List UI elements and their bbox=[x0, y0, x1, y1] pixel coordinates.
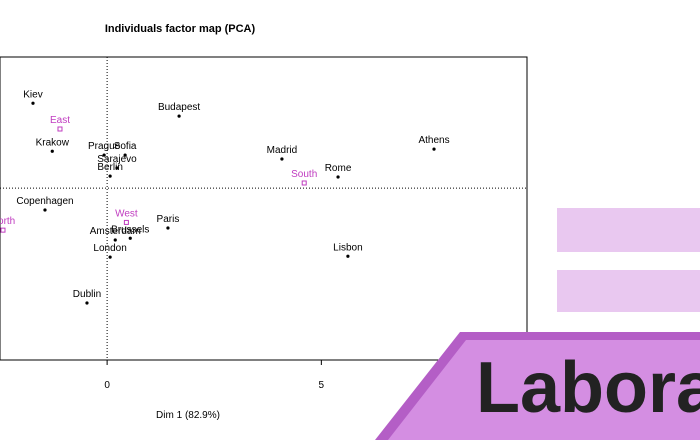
point-label: Rome bbox=[325, 163, 352, 174]
point-label: Krakow bbox=[36, 137, 70, 148]
point-label: Brussels bbox=[111, 224, 149, 235]
point bbox=[102, 153, 106, 157]
point-label: East bbox=[50, 115, 70, 126]
point bbox=[0, 227, 6, 233]
point-label: Lisbon bbox=[333, 242, 362, 253]
point-label: Athens bbox=[418, 135, 449, 146]
point bbox=[57, 126, 63, 132]
point-label: Sofia bbox=[114, 141, 137, 152]
point-label: Sarajevo bbox=[97, 154, 137, 165]
banner-bar bbox=[557, 270, 700, 312]
point bbox=[85, 301, 89, 305]
plot-frame bbox=[0, 56, 528, 361]
point bbox=[177, 114, 181, 118]
point bbox=[280, 157, 284, 161]
point-label: Dublin bbox=[73, 289, 101, 300]
point-label: Kiev bbox=[23, 89, 42, 100]
point bbox=[113, 238, 117, 242]
point bbox=[123, 153, 127, 157]
point-label: Madrid bbox=[267, 145, 298, 156]
x-tick-label: 0 bbox=[104, 380, 110, 391]
point-label: Amsterdam bbox=[90, 226, 141, 237]
point-label: Budapest bbox=[158, 102, 200, 113]
point bbox=[43, 208, 47, 212]
point-label: West bbox=[115, 208, 138, 219]
point bbox=[346, 254, 350, 258]
point-label: Copenhagen bbox=[16, 196, 73, 207]
banner-inner bbox=[388, 340, 700, 440]
point bbox=[432, 147, 436, 151]
point bbox=[128, 236, 132, 240]
point bbox=[108, 174, 112, 178]
banner-bar bbox=[557, 208, 700, 252]
point bbox=[115, 166, 119, 170]
x-tick-label: 5 bbox=[319, 380, 325, 391]
point bbox=[301, 180, 307, 186]
point bbox=[123, 219, 129, 225]
banner-text: Labora bbox=[476, 348, 700, 428]
point bbox=[166, 226, 170, 230]
point-label: South bbox=[291, 169, 317, 180]
chart-title: Individuals factor map (PCA) bbox=[105, 23, 256, 35]
point bbox=[50, 149, 54, 153]
point bbox=[108, 255, 112, 259]
point-label: Paris bbox=[157, 214, 180, 225]
point bbox=[31, 101, 35, 105]
point-label: Prague bbox=[88, 141, 121, 152]
point bbox=[336, 175, 340, 179]
point-label: Berlin bbox=[97, 162, 123, 173]
point-label: London bbox=[93, 243, 126, 254]
x-axis-label: Dim 1 (82.9%) bbox=[156, 410, 220, 421]
point-label: North bbox=[0, 216, 15, 227]
